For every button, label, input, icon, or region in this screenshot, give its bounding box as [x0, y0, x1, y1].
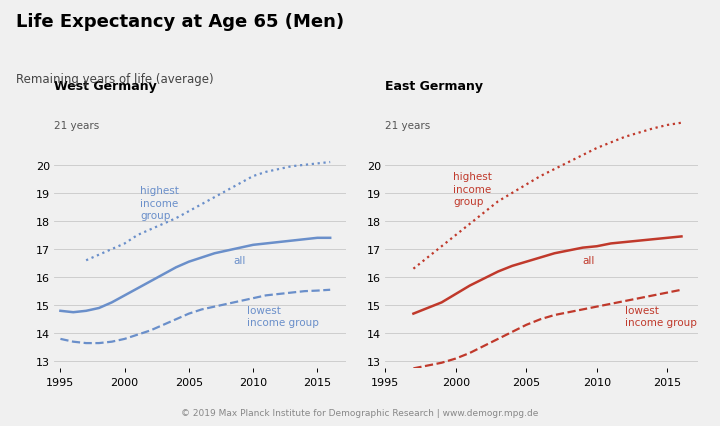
Text: 21 years: 21 years — [385, 121, 431, 130]
Text: lowest
income group: lowest income group — [247, 305, 318, 327]
Text: 21 years: 21 years — [54, 121, 99, 130]
Text: all: all — [234, 255, 246, 265]
Text: lowest
income group: lowest income group — [625, 305, 697, 327]
Text: highest
income
group: highest income group — [453, 172, 492, 207]
Text: East Germany: East Germany — [385, 80, 483, 93]
Text: Life Expectancy at Age 65 (Men): Life Expectancy at Age 65 (Men) — [16, 13, 344, 31]
Text: West Germany: West Germany — [54, 80, 157, 93]
Text: highest
income
group: highest income group — [140, 186, 179, 221]
Text: Remaining years of life (average): Remaining years of life (average) — [16, 72, 213, 85]
Text: all: all — [582, 255, 595, 265]
Text: © 2019 Max Planck Institute for Demographic Research | www.demogr.mpg.de: © 2019 Max Planck Institute for Demograp… — [181, 408, 539, 417]
